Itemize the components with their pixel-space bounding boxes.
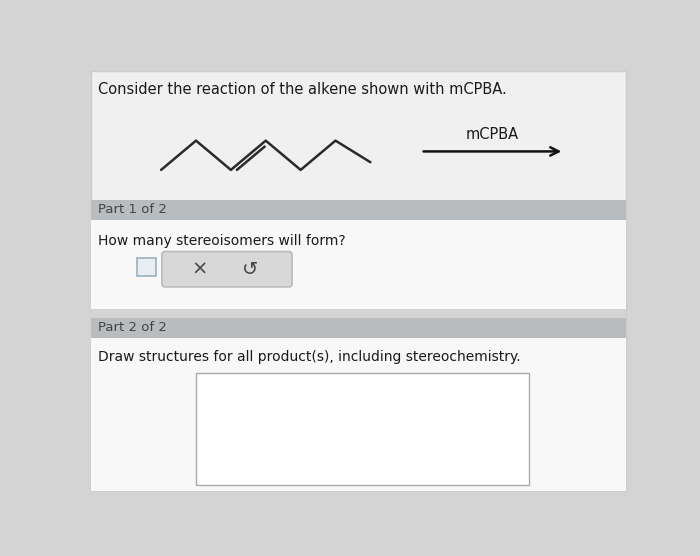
Text: Draw structures for all product(s), including stereochemistry.: Draw structures for all product(s), incl… [98,350,521,364]
Text: Consider the reaction of the alkene shown with mCPBA.: Consider the reaction of the alkene show… [98,82,507,97]
Text: mCPBA: mCPBA [466,127,519,142]
Text: Part 2 of 2: Part 2 of 2 [98,321,167,334]
FancyBboxPatch shape [92,337,626,491]
Text: Part 1 of 2: Part 1 of 2 [98,203,167,216]
FancyBboxPatch shape [92,309,626,317]
FancyBboxPatch shape [92,220,626,309]
Text: ↺: ↺ [242,260,258,279]
FancyBboxPatch shape [196,373,529,485]
FancyBboxPatch shape [92,200,626,220]
FancyBboxPatch shape [92,71,626,491]
FancyBboxPatch shape [162,251,292,287]
Text: ×: × [192,260,208,279]
FancyBboxPatch shape [137,257,155,276]
FancyBboxPatch shape [92,317,626,337]
Text: How many stereoisomers will form?: How many stereoisomers will form? [98,234,346,248]
